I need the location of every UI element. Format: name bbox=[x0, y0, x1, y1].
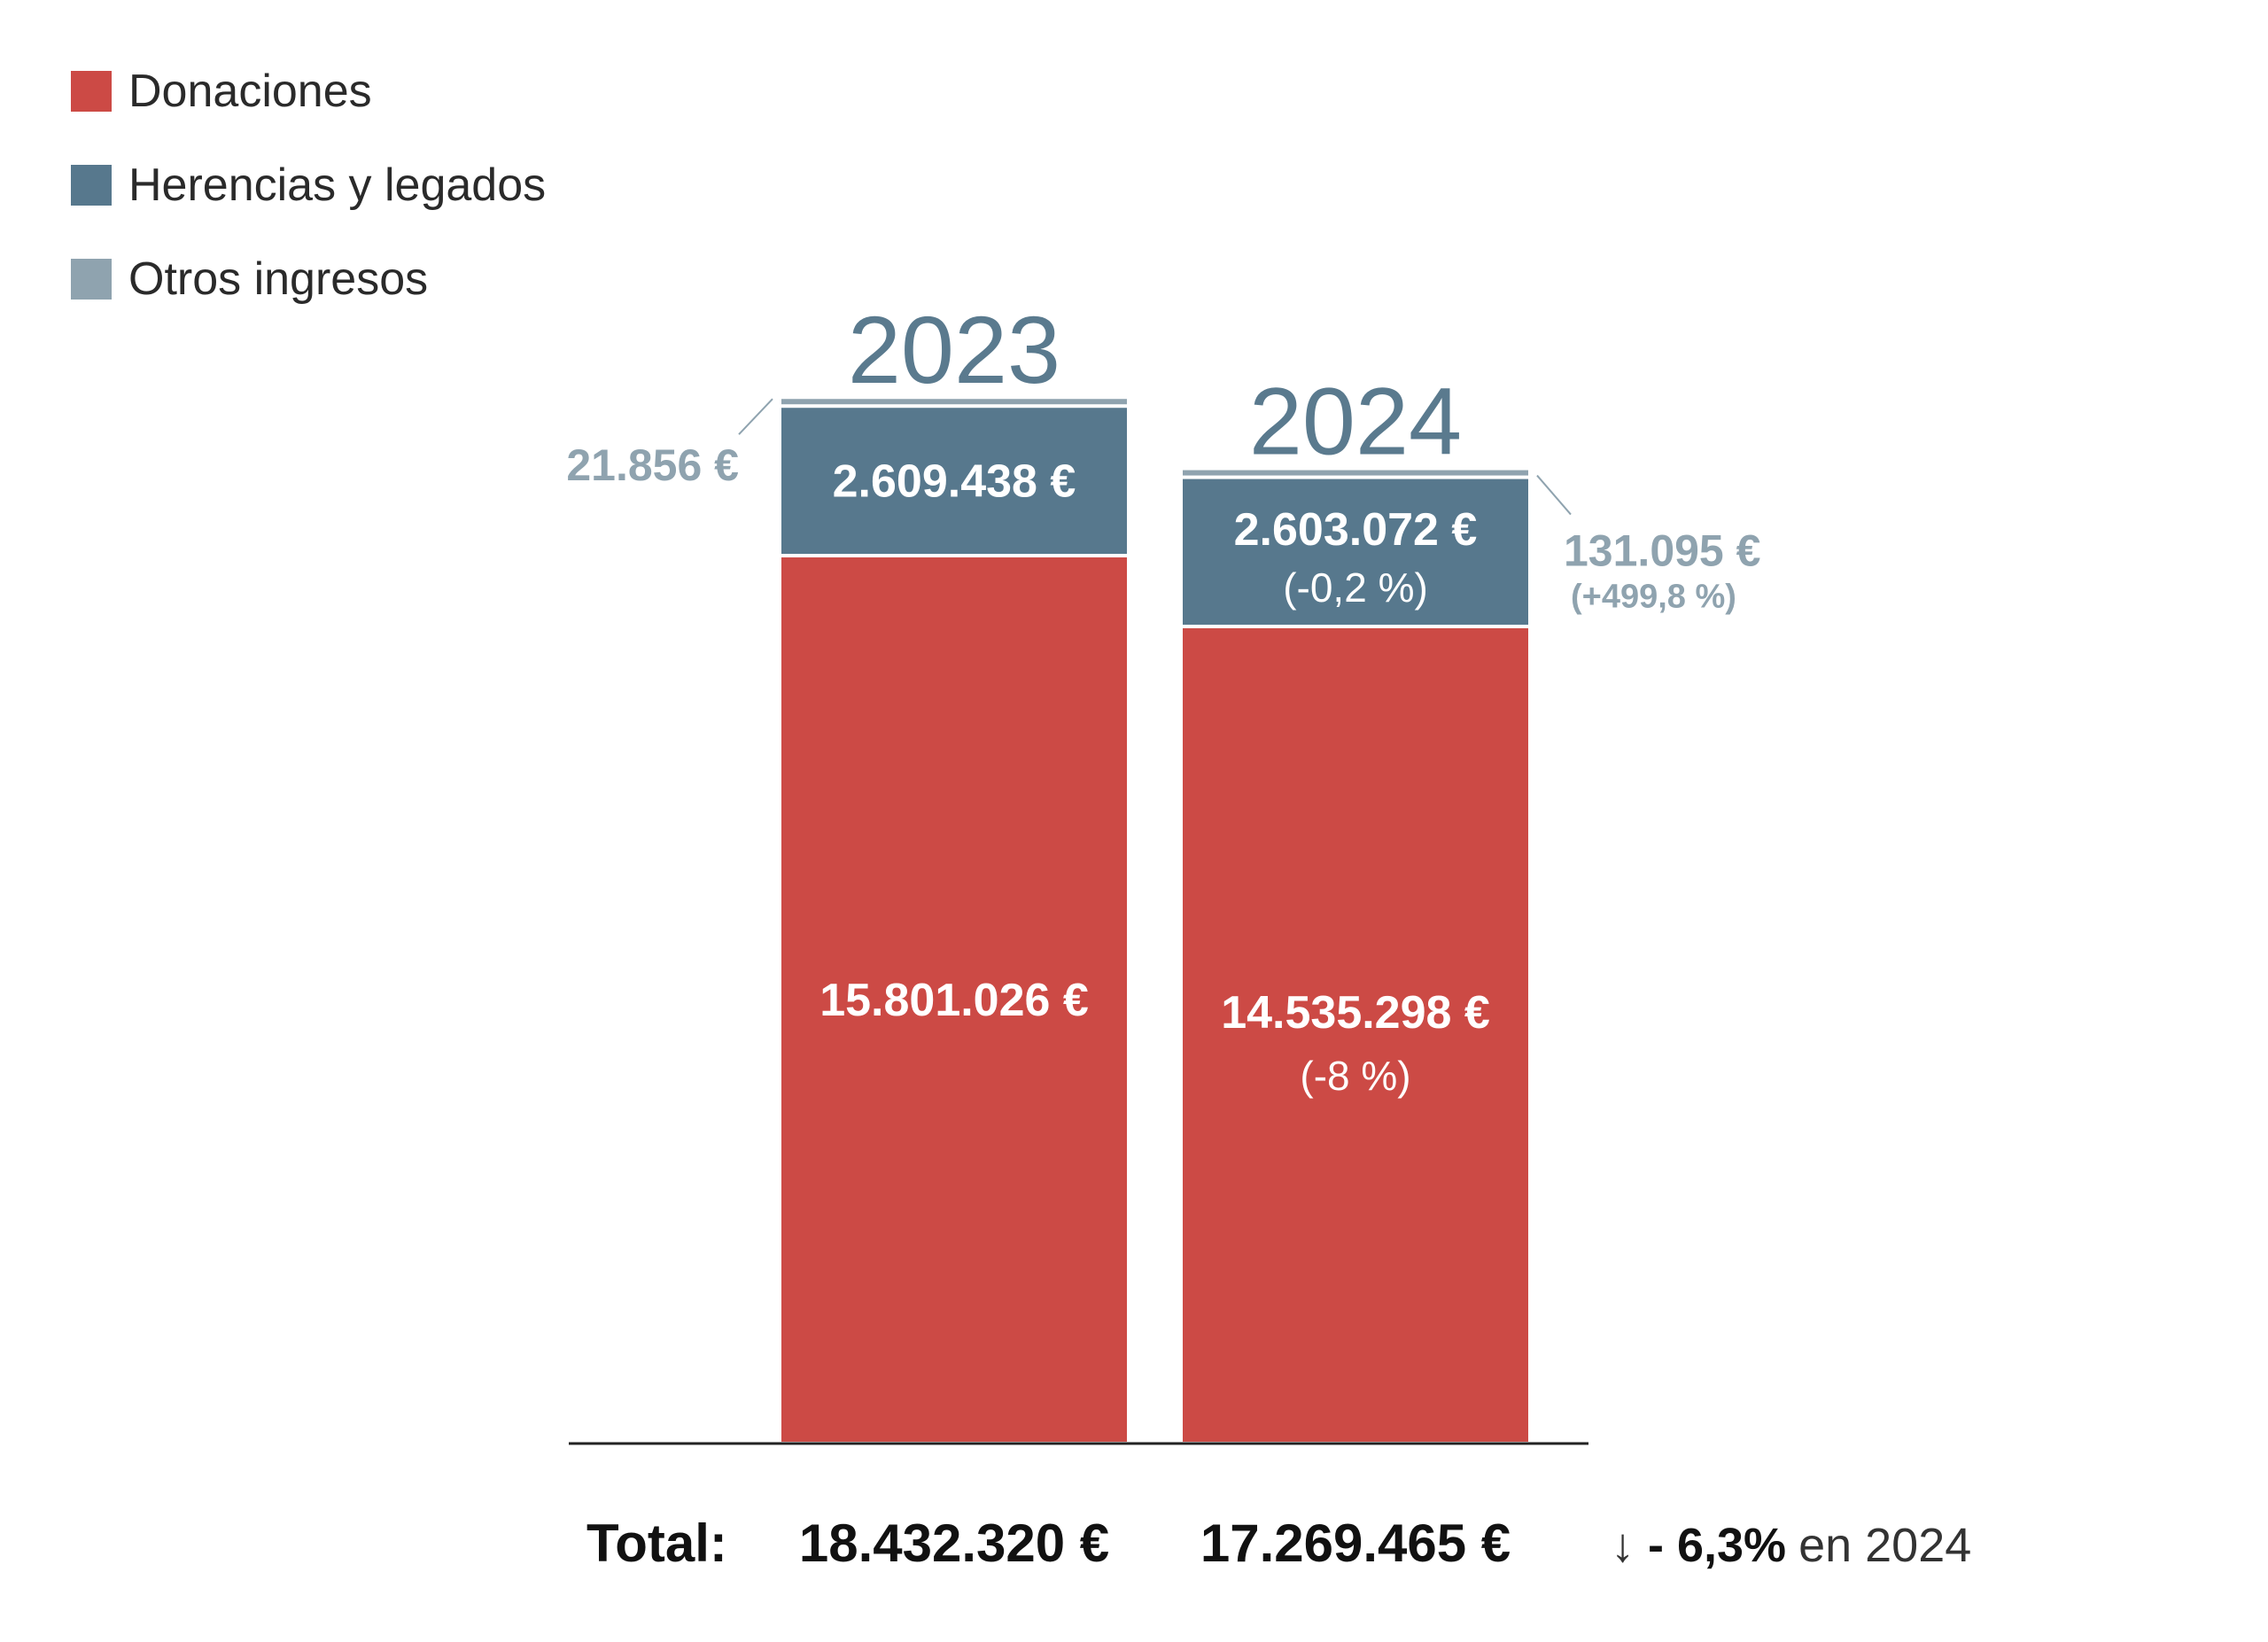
bar-segment-otros bbox=[1183, 470, 1528, 476]
year-label: 2023 bbox=[848, 296, 1060, 403]
bar-segment-donaciones bbox=[1183, 627, 1528, 1442]
change-note: - 6,3% en 2024 bbox=[1648, 1519, 1971, 1572]
callout-line bbox=[738, 398, 773, 435]
data-label: 2.603.072 € bbox=[1234, 504, 1478, 556]
change-note-suffix: en 2024 bbox=[1798, 1519, 1971, 1572]
legend-swatch bbox=[71, 71, 112, 112]
legend-label: Herencias y legados bbox=[128, 160, 546, 211]
total-label: Total: bbox=[586, 1514, 727, 1573]
legend-swatch bbox=[71, 165, 112, 206]
totals-row: Total: 18.432.320 € 17.269.465 € ↓ - 6,3% en … bbox=[586, 1514, 1971, 1573]
total-value: 17.269.465 € bbox=[1200, 1514, 1511, 1573]
total-value: 18.432.320 € bbox=[799, 1514, 1109, 1573]
bar-segment-herencias bbox=[781, 408, 1127, 555]
legend-label: Otros ingresos bbox=[128, 253, 428, 305]
change-label: (-8 %) bbox=[1300, 1053, 1410, 1099]
bar-segment-donaciones bbox=[781, 557, 1127, 1442]
legend-label: Donaciones bbox=[128, 66, 372, 117]
change-note-value: - 6,3% bbox=[1648, 1519, 1786, 1572]
labels: 2023 15.801.026 € 2.609.438 € 21.856 € 2024 1… bbox=[566, 296, 1760, 1099]
bar-segment-herencias bbox=[1183, 479, 1528, 625]
callout-label: 131.095 € bbox=[1564, 526, 1760, 576]
bar-segment-otros bbox=[781, 399, 1127, 405]
legend: Donaciones Herencias y legados Otros ingre… bbox=[71, 66, 546, 305]
legend-swatch bbox=[71, 259, 112, 300]
data-label: 2.609.438 € bbox=[833, 456, 1076, 508]
callout-label: 21.856 € bbox=[566, 440, 739, 490]
change-label: (+499,8 %) bbox=[1571, 579, 1736, 616]
year-label: 2024 bbox=[1249, 368, 1462, 475]
data-label: 15.801.026 € bbox=[819, 975, 1089, 1026]
data-label: 14.535.298 € bbox=[1221, 987, 1490, 1039]
down-arrow-icon: ↓ bbox=[1611, 1519, 1635, 1572]
bars bbox=[781, 399, 1528, 1442]
change-label: (-0,2 %) bbox=[1283, 564, 1428, 611]
callout-line bbox=[1536, 474, 1572, 516]
